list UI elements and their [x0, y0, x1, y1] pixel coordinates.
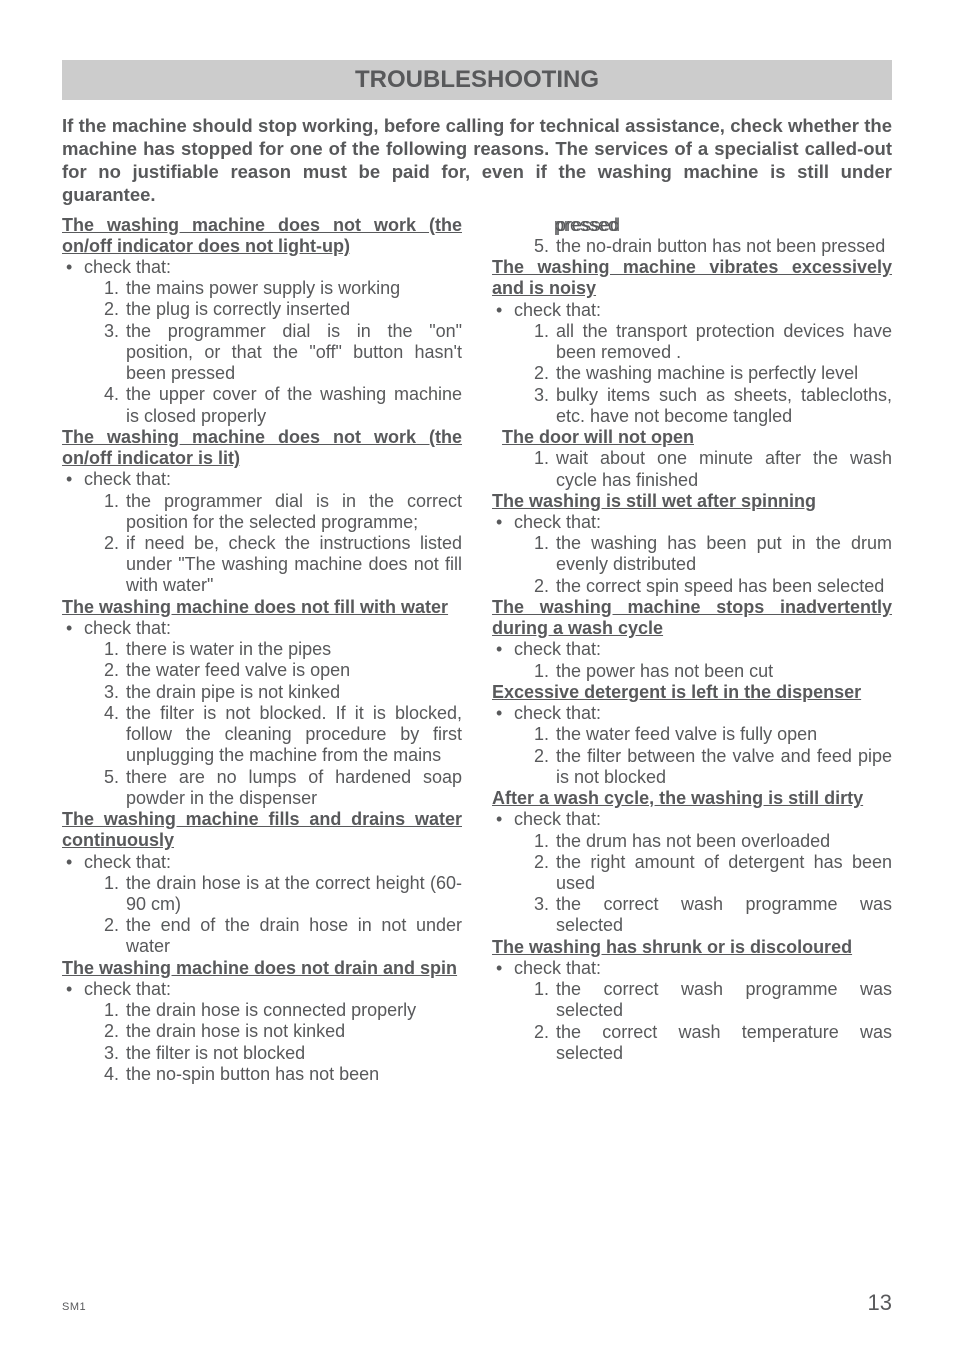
- list-item: the drain hose is at the correct height …: [124, 873, 462, 915]
- section-heading: The washing machine does not fill with w…: [62, 597, 462, 618]
- list-item: the water feed valve is open: [124, 660, 462, 681]
- list-item: the water feed valve is fully open: [554, 724, 892, 745]
- list-item: the drum has not been overloaded: [554, 831, 892, 852]
- list-item: the correct wash temperature was selecte…: [554, 1022, 892, 1064]
- list-item: the filter between the valve and feed pi…: [554, 746, 892, 788]
- right-column: pressed pressed the no-drain button has …: [492, 215, 892, 1086]
- section-heading: The washing machine stops inadvertently …: [492, 597, 892, 639]
- check-list: the mains power supply is working the pl…: [62, 278, 462, 427]
- check-list: the water feed valve is fully open the f…: [492, 724, 892, 788]
- list-item: the drain pipe is not kinked: [124, 682, 462, 703]
- list-item: the correct spin speed has been selected: [554, 576, 892, 597]
- section-heading: The door will not open: [492, 427, 892, 448]
- check-list: there is water in the pipes the water fe…: [62, 639, 462, 809]
- check-list: the drum has not been overloaded the rig…: [492, 831, 892, 937]
- page-number: 13: [868, 1290, 892, 1316]
- list-item: the plug is correctly inserted: [124, 299, 462, 320]
- section-heading: After a wash cycle, the washing is still…: [492, 788, 892, 809]
- check-list: the power has not been cut: [492, 661, 892, 682]
- check-that: check that:: [492, 958, 892, 979]
- list-item: the right amount of detergent has been u…: [554, 852, 892, 894]
- check-list: all the transport protection devices hav…: [492, 321, 892, 427]
- check-that: check that:: [62, 979, 462, 1000]
- list-item: the end of the drain hose in not under w…: [124, 915, 462, 957]
- list-item: the drain hose is connected properly: [124, 1000, 462, 1021]
- section-heading: The washing machine fills and drains wat…: [62, 809, 462, 851]
- list-item: the correct wash programme was selected: [554, 979, 892, 1021]
- section-heading: The washing has shrunk or is discoloured: [492, 937, 892, 958]
- left-column: The washing machine does not work (the o…: [62, 215, 462, 1086]
- list-item: the drain hose is not kinked: [124, 1021, 462, 1042]
- intro-paragraph: If the machine should stop working, befo…: [62, 114, 892, 207]
- list-item: there are no lumps of hardened soap powd…: [124, 767, 462, 809]
- list-item: the washing has been put in the drum eve…: [554, 533, 892, 575]
- section-heading: The washing is still wet after spinning: [492, 491, 892, 512]
- section-heading: The washing machine vibrates excessively…: [492, 257, 892, 299]
- list-item: there is water in the pipes: [124, 639, 462, 660]
- list-item: the programmer dial is in the correct po…: [124, 491, 462, 533]
- footer-code: SM1: [62, 1301, 86, 1313]
- section-heading: Excessive detergent is left in the dispe…: [492, 682, 892, 703]
- check-that: check that:: [492, 300, 892, 321]
- check-list: the programmer dial is in the correct po…: [62, 491, 462, 597]
- list-item: the power has not been cut: [554, 661, 892, 682]
- list-item: wait about one minute after the wash cyc…: [554, 448, 892, 490]
- list-item: the filter is not blocked. If it is bloc…: [124, 703, 462, 767]
- check-that: check that:: [492, 512, 892, 533]
- check-list: the washing has been put in the drum eve…: [492, 533, 892, 597]
- check-list: the no-drain button has not been pressed: [492, 236, 892, 257]
- check-that: check that:: [492, 809, 892, 830]
- check-that: check that:: [62, 852, 462, 873]
- list-item: all the transport protection devices hav…: [554, 321, 892, 363]
- list-item: the mains power supply is working: [124, 278, 462, 299]
- section-heading: The washing machine does not drain and s…: [62, 958, 462, 979]
- list-item: the upper cover of the washing machine i…: [124, 384, 462, 426]
- check-that: check that:: [492, 639, 892, 660]
- list-item: bulky items such as sheets, tablecloths,…: [554, 385, 892, 427]
- check-list: the drain hose is connected properly the…: [62, 1000, 462, 1085]
- page-footer: SM1 13: [62, 1290, 892, 1316]
- list-item: the programmer dial is in the "on" posit…: [124, 321, 462, 385]
- list-item: the no-drain button has not been pressed: [554, 236, 892, 257]
- page-title: TROUBLESHOOTING: [62, 60, 892, 100]
- section-heading: The washing machine does not work (the o…: [62, 215, 462, 257]
- check-that: check that:: [62, 257, 462, 278]
- list-item: the correct wash programme was selected: [554, 894, 892, 936]
- content-columns: The washing machine does not work (the o…: [62, 215, 892, 1086]
- list-item: the filter is not blocked: [124, 1043, 462, 1064]
- check-that: check that:: [62, 469, 462, 490]
- list-item: the washing machine is perfectly level: [554, 363, 892, 384]
- check-that: check that:: [492, 703, 892, 724]
- section-heading: The washing machine does not work (the o…: [62, 427, 462, 469]
- list-item-continued: pressed: [492, 215, 892, 236]
- check-list: the correct wash programme was selected …: [492, 979, 892, 1064]
- check-list: the drain hose is at the correct height …: [62, 873, 462, 958]
- check-that: check that:: [62, 618, 462, 639]
- check-list: wait about one minute after the wash cyc…: [492, 448, 892, 490]
- list-item: the no-spin button has not been: [124, 1064, 462, 1085]
- list-item: if need be, check the instructions liste…: [124, 533, 462, 597]
